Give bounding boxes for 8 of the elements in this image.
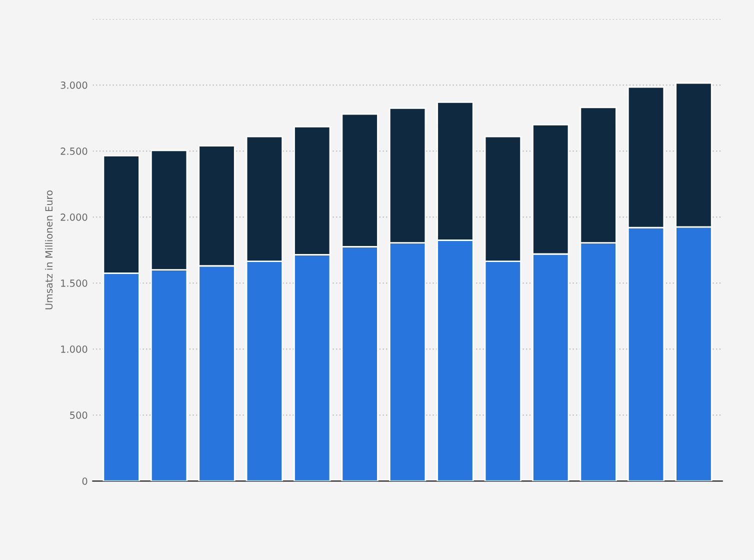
y-tick-label: 3.000 [60, 82, 88, 89]
y-tick-label: 1.000 [61, 346, 88, 353]
y-tick-label: 2.500 [60, 148, 88, 155]
y-tick-label: 1.500 [61, 280, 88, 287]
y-axis-title: Umsatz in Millionen Euro [45, 190, 53, 310]
y-tick-label: 500 [70, 412, 88, 419]
y-tick-label: 0 [82, 478, 88, 485]
y-tick-label: 2.000 [60, 214, 88, 221]
